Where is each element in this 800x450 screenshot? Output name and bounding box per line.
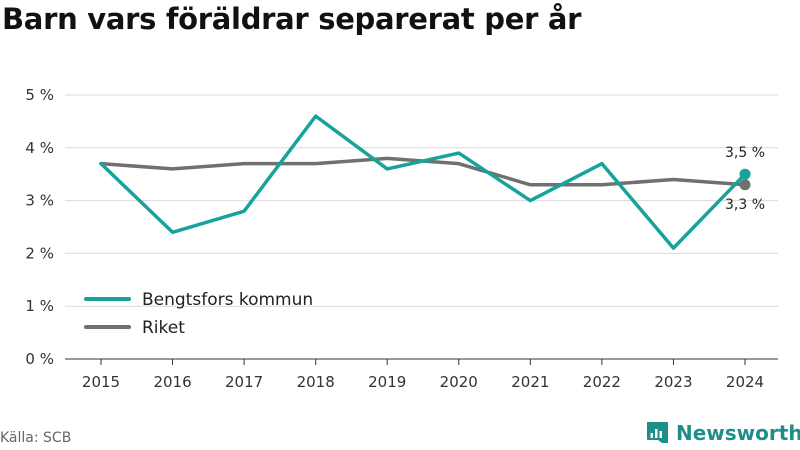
- y-tick-label: 0 %: [25, 350, 54, 368]
- data-label: 3,3 %: [725, 197, 765, 213]
- brand-name: Newsworthy: [676, 421, 800, 445]
- x-tick-label: 2019: [368, 373, 406, 391]
- grid-lines: [65, 94, 778, 360]
- data-label: 3,5 %: [725, 145, 765, 161]
- end-labels: 3,5 % 3,3 %: [725, 145, 765, 213]
- legend: Bengtsfors kommun Riket: [84, 290, 313, 338]
- newsworthy-logo-icon: [647, 422, 668, 443]
- x-tick-label: 2022: [583, 373, 621, 391]
- y-tick-label: 2 %: [25, 244, 54, 262]
- brand-logo[interactable]: Newsworthy: [644, 420, 800, 446]
- x-axis-ticks: 2015 2016 2017 2018 2019 2020 2021 2022 2023 2024: [82, 359, 764, 391]
- y-tick-label: 4 %: [25, 139, 54, 157]
- series-end-point: [739, 179, 751, 191]
- x-tick-label: 2016: [153, 373, 191, 391]
- legend-label: Riket: [142, 318, 185, 338]
- x-tick-label: 2024: [726, 373, 764, 391]
- series-line: [99, 114, 747, 250]
- x-tick-label: 2020: [440, 373, 478, 391]
- legend-label: Bengtsfors kommun: [142, 290, 313, 310]
- chart-title: Barn vars föräldrar separerat per år: [2, 2, 582, 36]
- y-tick-label: 1 %: [25, 297, 54, 315]
- source-note: Källa: SCB: [0, 430, 72, 446]
- x-tick-label: 2015: [82, 373, 120, 391]
- x-tick-label: 2017: [225, 373, 263, 391]
- y-tick-label: 3 %: [25, 192, 54, 210]
- line-chart: 0 %1 %2 %3 %4 %5 % 2015 2016 2017 2018 2019 2…: [25, 86, 778, 391]
- series-lines: [99, 114, 751, 250]
- x-tick-label: 2018: [297, 373, 335, 391]
- y-tick-label: 5 %: [25, 86, 54, 104]
- y-axis-ticks: 0 % 1 % 2 % 3 % 4 % 5 %: [25, 86, 54, 368]
- x-tick-label: 2023: [654, 373, 692, 391]
- x-tick-label: 2021: [511, 373, 549, 391]
- series-end-point: [739, 168, 751, 180]
